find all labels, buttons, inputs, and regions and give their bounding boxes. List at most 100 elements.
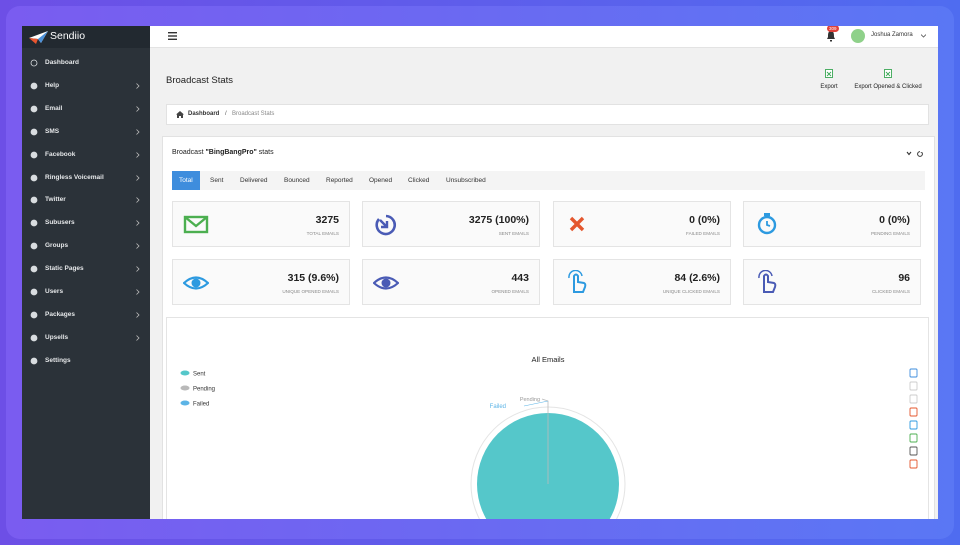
- toolbar-icon[interactable]: [909, 368, 918, 378]
- tab[interactable]: Bounced: [284, 177, 310, 184]
- sidebar-label[interactable]: SMS: [45, 127, 60, 135]
- sidebar-item[interactable]: Users: [22, 283, 150, 301]
- tab[interactable]: Clicked: [408, 177, 430, 184]
- stat-card: 0 (0%) FAILED EMAILS: [553, 201, 731, 247]
- legend-label[interactable]: Pending: [193, 386, 215, 392]
- tab[interactable]: Sent: [210, 177, 224, 184]
- sidebar-item[interactable]: Ringless Voicemail: [22, 169, 150, 187]
- sidebar-item[interactable]: Help: [22, 77, 150, 95]
- icon-shape: [183, 276, 209, 290]
- export-button[interactable]: Export Opened & Clicked: [848, 69, 928, 95]
- icon-shape: [373, 276, 399, 290]
- sidebar-label[interactable]: Static Pages: [45, 265, 84, 273]
- chevron-shape: [136, 174, 140, 181]
- tab[interactable]: Opened: [369, 177, 393, 184]
- sidebar-label[interactable]: Settings: [45, 356, 71, 364]
- toolbar-icon[interactable]: [909, 433, 918, 443]
- legend-label[interactable]: Failed: [193, 401, 209, 407]
- tab[interactable]: Unsubscribed: [446, 177, 486, 184]
- stat-value: 96: [898, 272, 910, 284]
- chevron: [136, 106, 140, 112]
- toolbar-icon[interactable]: [909, 459, 918, 469]
- icon-shape: [379, 219, 389, 229]
- user-caret: [921, 34, 926, 38]
- sidebar-label[interactable]: Ringless Voicemail: [45, 173, 104, 181]
- icon-shape: [568, 270, 583, 279]
- avatar[interactable]: [851, 29, 865, 43]
- sidebar-item[interactable]: Upsells: [22, 329, 150, 347]
- export-button[interactable]: Export: [789, 69, 869, 95]
- menu-toggle[interactable]: [168, 32, 178, 41]
- tab[interactable]: Delivered: [240, 177, 268, 184]
- home-icon: [176, 111, 184, 118]
- sidebar-item[interactable]: Facebook: [22, 146, 150, 164]
- pie-chart: All Emails Sent Pending Failed Pending Failed: [180, 355, 918, 519]
- topbar: 309 Joshua Zamora: [150, 26, 938, 48]
- sidebar-item[interactable]: Packages: [22, 306, 150, 324]
- icon-shape: [826, 71, 832, 77]
- tab[interactable]: Reported: [326, 177, 353, 184]
- legend-label[interactable]: Sent: [193, 371, 206, 377]
- sidebar-label[interactable]: Email: [45, 104, 63, 112]
- bell-icon[interactable]: [826, 30, 836, 42]
- legend-swatch[interactable]: [180, 400, 190, 406]
- user-name[interactable]: Joshua Zamora: [871, 32, 913, 38]
- slice-label: Pending: [520, 397, 540, 403]
- icon-shape: [191, 278, 201, 288]
- stat-icon: [373, 276, 399, 290]
- sidebar-label[interactable]: Facebook: [45, 150, 76, 158]
- sidebar-item[interactable]: Settings: [22, 352, 150, 370]
- sidebar-label[interactable]: Packages: [45, 310, 75, 318]
- sidebar-item[interactable]: Email: [22, 100, 150, 118]
- icon-shape: [30, 334, 38, 342]
- sidebar-icon: [30, 219, 38, 227]
- sidebar-item[interactable]: SMS: [22, 123, 150, 141]
- legend-swatch[interactable]: [180, 370, 190, 376]
- panel-title-suffix: stats: [258, 149, 274, 156]
- stat-icon: [375, 214, 396, 236]
- icon-shape: [885, 71, 891, 77]
- sidebar-icon: [30, 357, 38, 365]
- sidebar-label[interactable]: Users: [45, 288, 64, 295]
- chart-title: All Emails: [532, 355, 565, 364]
- icon-shape: [30, 311, 38, 319]
- sidebar-label[interactable]: Dashboard: [45, 59, 79, 66]
- toolbar-icon[interactable]: [909, 381, 918, 391]
- toolbar-icon[interactable]: [909, 446, 918, 456]
- sidebar-icon: [30, 196, 38, 204]
- sidebar-label[interactable]: Upsells: [45, 333, 69, 341]
- toolbar-icon[interactable]: [909, 420, 918, 430]
- toolbar-icon[interactable]: [909, 407, 918, 417]
- sidebar-icon: [30, 151, 38, 158]
- stat-icon: [183, 215, 209, 234]
- toolbar-icon[interactable]: [909, 394, 918, 404]
- chevron: [136, 197, 140, 204]
- breadcrumb: Dashboard / Broadcast Stats: [166, 104, 929, 125]
- legend-swatch[interactable]: [180, 385, 190, 391]
- chevron: [136, 312, 140, 318]
- panel-title-prefix: Broadcast: [172, 149, 204, 156]
- sidebar-label[interactable]: Help: [45, 81, 60, 89]
- sidebar-label[interactable]: Subusers: [45, 219, 75, 227]
- icon-shape: [30, 288, 38, 296]
- chevron-shape: [136, 243, 140, 249]
- sidebar-item[interactable]: Twitter: [22, 191, 150, 209]
- chevron: [136, 243, 140, 249]
- icon-shape: [763, 273, 777, 293]
- sidebar-item[interactable]: Groups: [22, 237, 150, 255]
- icon-shape: [30, 242, 38, 250]
- page-title: Broadcast Stats: [166, 75, 234, 86]
- sidebar-label[interactable]: Twitter: [45, 196, 66, 204]
- stat-icon: [568, 270, 587, 293]
- sidebar-icon: [30, 174, 38, 181]
- export-label[interactable]: Export: [820, 84, 838, 90]
- sidebar-item[interactable]: Static Pages: [22, 260, 150, 278]
- panel-tools[interactable]: [906, 150, 926, 158]
- sidebar-item[interactable]: Subusers: [22, 214, 150, 232]
- sidebar-item[interactable]: Dashboard: [22, 54, 150, 72]
- export-label[interactable]: Export Opened & Clicked: [854, 84, 922, 90]
- breadcrumb-link[interactable]: Dashboard: [188, 111, 220, 117]
- tab[interactable]: Total: [172, 171, 200, 190]
- icon-shape: [375, 214, 396, 236]
- sidebar-label[interactable]: Groups: [45, 242, 69, 250]
